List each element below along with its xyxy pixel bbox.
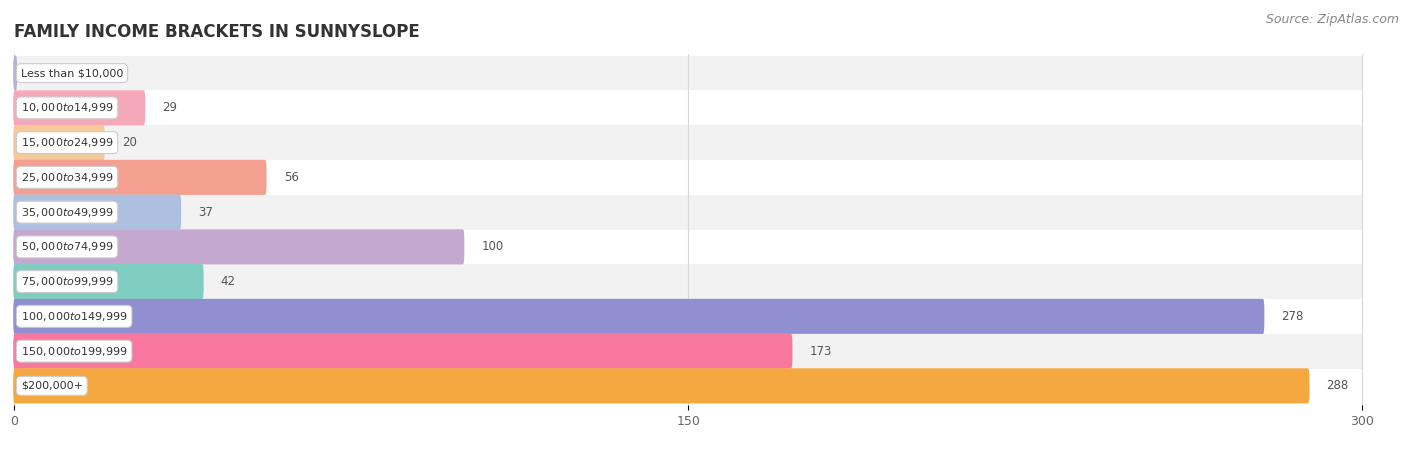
Bar: [14, 299, 1362, 334]
FancyBboxPatch shape: [13, 230, 464, 265]
Text: 100: 100: [481, 240, 503, 253]
FancyBboxPatch shape: [13, 194, 181, 230]
Bar: [14, 264, 1362, 299]
Text: Source: ZipAtlas.com: Source: ZipAtlas.com: [1265, 14, 1399, 27]
Text: $100,000 to $149,999: $100,000 to $149,999: [21, 310, 128, 323]
FancyBboxPatch shape: [13, 55, 17, 90]
Text: 37: 37: [198, 206, 214, 219]
FancyBboxPatch shape: [13, 90, 145, 126]
Text: $15,000 to $24,999: $15,000 to $24,999: [21, 136, 114, 149]
FancyBboxPatch shape: [13, 299, 1264, 334]
Text: 0: 0: [32, 67, 39, 80]
FancyBboxPatch shape: [13, 125, 105, 160]
FancyBboxPatch shape: [13, 333, 793, 369]
Text: 56: 56: [284, 171, 298, 184]
Text: 173: 173: [810, 345, 832, 358]
Text: 278: 278: [1281, 310, 1303, 323]
Text: $75,000 to $99,999: $75,000 to $99,999: [21, 275, 114, 288]
Text: $25,000 to $34,999: $25,000 to $34,999: [21, 171, 114, 184]
Text: Less than $10,000: Less than $10,000: [21, 68, 124, 78]
FancyBboxPatch shape: [13, 160, 267, 195]
Bar: [14, 369, 1362, 403]
Bar: [14, 334, 1362, 369]
FancyBboxPatch shape: [13, 369, 1309, 404]
Bar: [14, 195, 1362, 230]
Text: 288: 288: [1326, 379, 1348, 392]
FancyBboxPatch shape: [13, 264, 204, 299]
Text: FAMILY INCOME BRACKETS IN SUNNYSLOPE: FAMILY INCOME BRACKETS IN SUNNYSLOPE: [14, 23, 420, 41]
Text: $150,000 to $199,999: $150,000 to $199,999: [21, 345, 128, 358]
Bar: [14, 125, 1362, 160]
Text: 20: 20: [122, 136, 136, 149]
Text: $35,000 to $49,999: $35,000 to $49,999: [21, 206, 114, 219]
Bar: [14, 160, 1362, 195]
Bar: [14, 56, 1362, 90]
Text: $10,000 to $14,999: $10,000 to $14,999: [21, 101, 114, 114]
Bar: [14, 230, 1362, 264]
Text: 42: 42: [221, 275, 236, 288]
Text: 29: 29: [162, 101, 177, 114]
Text: $200,000+: $200,000+: [21, 381, 83, 391]
Text: $50,000 to $74,999: $50,000 to $74,999: [21, 240, 114, 253]
Bar: [14, 90, 1362, 125]
